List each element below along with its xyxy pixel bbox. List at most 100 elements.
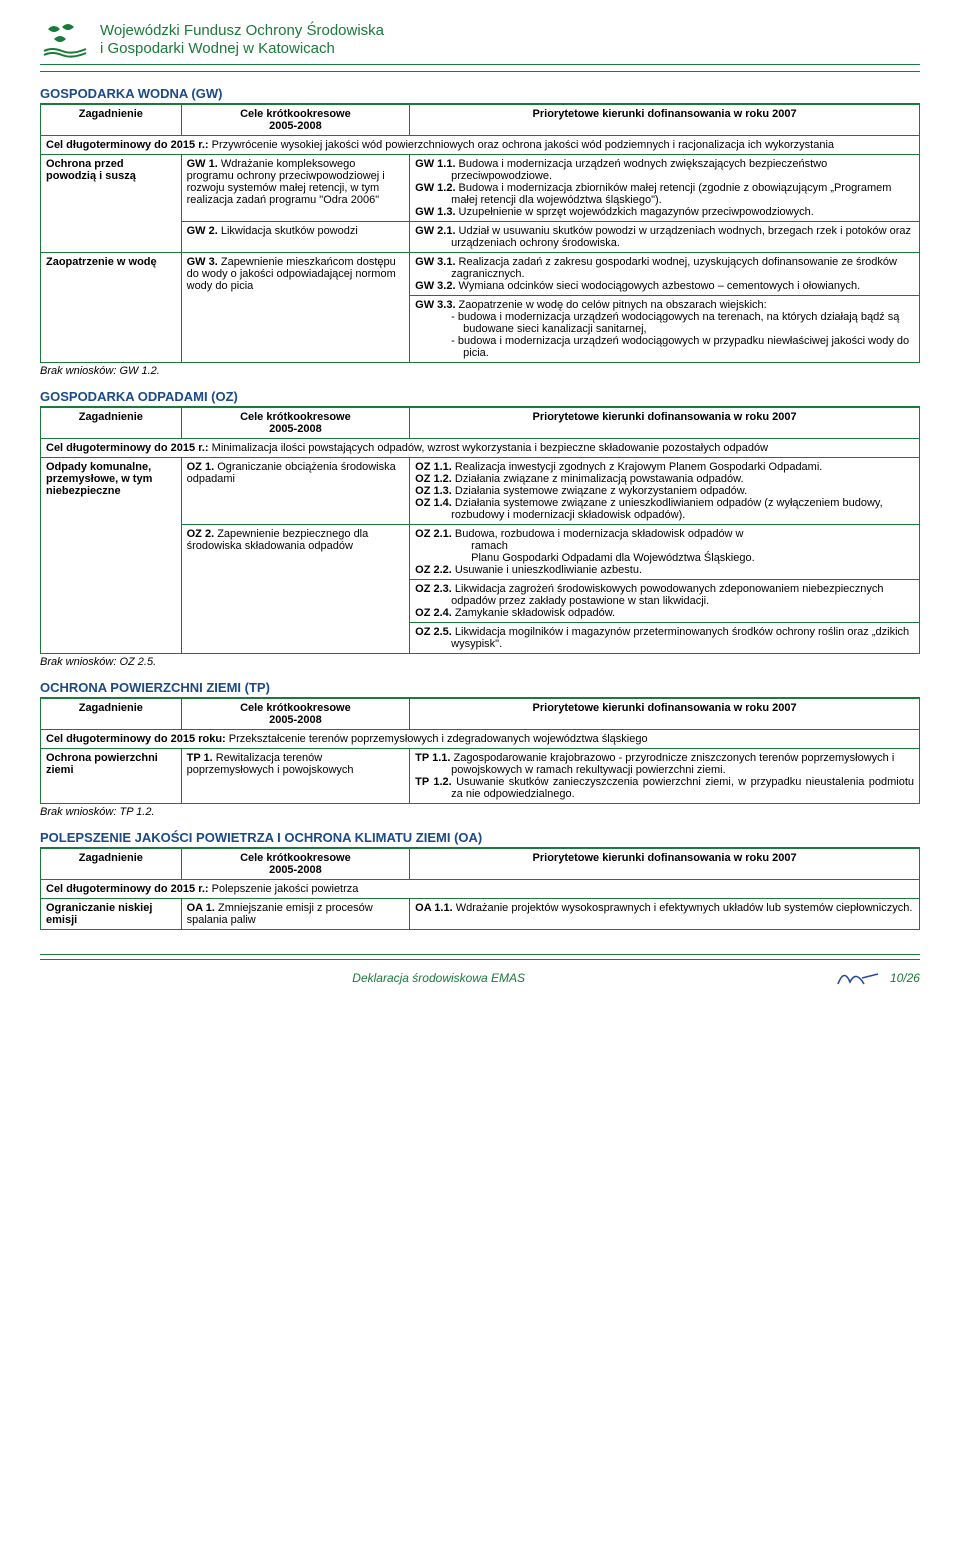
goal-cell: GW 2. Likwidacja skutków powodzi [181,222,410,253]
priority-cell: OZ 2.3. Likwidacja zagrożeń środowiskowy… [410,580,920,623]
topic-cell: Odpady komunalne, przemysłowe, w tym nie… [41,458,182,654]
priority-item: OZ 2.4. Zamykanie składowisk odpadów. [415,607,914,619]
priority-item: GW 3.3. Zaopatrzenie w wodę do celów pit… [415,299,914,311]
priority-cell: TP 1.1. Zagospodarowanie krajobrazowo - … [410,749,920,804]
priority-list: GW 1.1. Budowa i modernizacja urządzeń w… [415,158,914,218]
footer-text: Deklaracja środowiskowa EMAS [352,971,525,985]
header-org-name: Wojewódzki Fundusz Ochrony Środowiska i … [100,22,384,58]
footer-spacer [40,971,43,985]
priority-item-cont: Planu Gospodarki Odpadami dla Województw… [415,552,914,564]
section-note: Brak wniosków: GW 1.2. [40,365,920,377]
logo-icon [40,20,90,60]
table-row: Ochrona powierzchni ziemiTP 1. Rewitaliz… [41,749,920,804]
footer: Deklaracja środowiskowa EMAS 10/26 [40,954,920,992]
priority-subitem: - budowa i modernizacja urządzeń wodocią… [415,311,914,335]
goal-cell: TP 1. Rewitalizacja terenów poprzemysłow… [181,749,410,804]
priority-subitem: - budowa i modernizacja urządzeń wodocią… [415,335,914,359]
priority-list: OZ 2.3. Likwidacja zagrożeń środowiskowy… [415,583,914,619]
priority-cell: GW 3.3. Zaopatrzenie w wodę do celów pit… [410,296,920,363]
priority-item: OZ 1.4. Działania systemowe związane z u… [415,497,914,521]
priority-list: OZ 2.5. Likwidacja mogilników i magazynó… [415,626,914,650]
col-header: Priorytetowe kierunki dofinansowania w r… [410,408,920,439]
table-header-row: ZagadnienieCele krótkookresowe2005-2008P… [41,849,920,880]
section-title: POLEPSZENIE JAKOŚCI POWIETRZA I OCHRONA … [40,830,920,848]
section-title: GOSPODARKA WODNA (GW) [40,86,920,104]
priority-item: GW 2.1. Udział w usuwaniu skutków powodz… [415,225,914,249]
footer-page: 10/26 [890,971,920,985]
longterm-row: Cel długoterminowy do 2015 roku: Przeksz… [41,730,920,749]
goal-cell: OZ 2. Zapewnienie bezpiecznego dla środo… [181,525,410,654]
section-note: Brak wniosków: TP 1.2. [40,806,920,818]
longterm-row: Cel długoterminowy do 2015 r.: Przywróce… [41,136,920,155]
table-row: Ograniczanie niskiej emisjiOA 1. Zmniejs… [41,899,920,930]
section-title: GOSPODARKA ODPADAMI (OZ) [40,389,920,407]
section-title: OCHRONA POWIERZCHNI ZIEMI (TP) [40,680,920,698]
priority-item: GW 1.2. Budowa i modernizacja zbiorników… [415,182,914,206]
topic-cell: Zaopatrzenie w wodę [41,253,182,363]
content-table: ZagadnienieCele krótkookresowe2005-2008P… [40,407,920,654]
table-row: Odpady komunalne, przemysłowe, w tym nie… [41,458,920,525]
page: Wojewódzki Fundusz Ochrony Środowiska i … [0,0,960,1012]
content-table: ZagadnienieCele krótkookresowe2005-2008P… [40,848,920,930]
priority-item: OZ 2.5. Likwidacja mogilników i magazynó… [415,626,914,650]
longterm-cell: Cel długoterminowy do 2015 r.: Minimaliz… [41,439,920,458]
priority-list: GW 3.3. Zaopatrzenie w wodę do celów pit… [415,299,914,359]
header-rule [40,71,920,72]
priority-item: OZ 1.1. Realizacja inwestycji zgodnych z… [415,461,914,473]
col-header: Cele krótkookresowe2005-2008 [181,408,410,439]
content-table: ZagadnienieCele krótkookresowe2005-2008P… [40,104,920,363]
priority-cell: OZ 2.5. Likwidacja mogilników i magazynó… [410,623,920,654]
goal-cell: OZ 1. Ograniczanie obciążenia środowiska… [181,458,410,525]
section-note: Brak wniosków: OZ 2.5. [40,656,920,668]
sections-container: GOSPODARKA WODNA (GW)ZagadnienieCele kró… [40,86,920,930]
topic-cell: Ochrona przed powodzią i suszą [41,155,182,253]
priority-cell: OA 1.1. Wdrażanie projektów wysokosprawn… [410,899,920,930]
content-table: ZagadnienieCele krótkookresowe2005-2008P… [40,698,920,804]
longterm-row: Cel długoterminowy do 2015 r.: Minimaliz… [41,439,920,458]
page-header: Wojewódzki Fundusz Ochrony Środowiska i … [40,20,920,65]
priority-item-cont: ramach [415,540,914,552]
table-row: Ochrona przed powodzią i susząGW 1. Wdra… [41,155,920,222]
topic-cell: Ochrona powierzchni ziemi [41,749,182,804]
col-header: Zagadnienie [41,699,182,730]
priority-item: GW 3.2. Wymiana odcinków sieci wodociągo… [415,280,914,292]
priority-item: OZ 2.2. Usuwanie i unieszkodliwianie azb… [415,564,914,576]
col-header: Priorytetowe kierunki dofinansowania w r… [410,105,920,136]
priority-item: GW 1.1. Budowa i modernizacja urządzeń w… [415,158,914,182]
goal-cell: GW 3. Zapewnienie mieszkańcom dostępu do… [181,253,410,363]
priority-item: GW 1.3. Uzupełnienie w sprzęt wojewódzki… [415,206,914,218]
priority-item: OZ 2.3. Likwidacja zagrożeń środowiskowy… [415,583,914,607]
longterm-cell: Cel długoterminowy do 2015 r.: Polepszen… [41,880,920,899]
longterm-cell: Cel długoterminowy do 2015 r.: Przywróce… [41,136,920,155]
priority-item: GW 3.1. Realizacja zadań z zakresu gospo… [415,256,914,280]
col-header: Cele krótkookresowe2005-2008 [181,699,410,730]
priority-item: OA 1.1. Wdrażanie projektów wysokosprawn… [415,902,914,914]
priority-cell: GW 1.1. Budowa i modernizacja urządzeń w… [410,155,920,222]
priority-list: OZ 1.1. Realizacja inwestycji zgodnych z… [415,461,914,521]
priority-item: OZ 1.3. Działania systemowe związane z w… [415,485,914,497]
priority-cell: OZ 1.1. Realizacja inwestycji zgodnych z… [410,458,920,525]
goal-cell: OA 1. Zmniejszanie emisji z procesów spa… [181,899,410,930]
priority-list: GW 2.1. Udział w usuwaniu skutków powodz… [415,225,914,249]
goal-cell: GW 1. Wdrażanie kompleksowego programu o… [181,155,410,222]
priority-item: OZ 1.2. Działania związane z minimalizac… [415,473,914,485]
header-line2: i Gospodarki Wodnej w Katowicach [100,40,384,58]
priority-item: TP 1.2. Usuwanie skutków zanieczyszczeni… [415,776,914,800]
priority-list: TP 1.1. Zagospodarowanie krajobrazowo - … [415,752,914,800]
longterm-row: Cel długoterminowy do 2015 r.: Polepszen… [41,880,920,899]
signature-icon [834,964,882,992]
priority-list: OA 1.1. Wdrażanie projektów wysokosprawn… [415,902,914,914]
longterm-cell: Cel długoterminowy do 2015 roku: Przeksz… [41,730,920,749]
col-header: Priorytetowe kierunki dofinansowania w r… [410,699,920,730]
table-header-row: ZagadnienieCele krótkookresowe2005-2008P… [41,105,920,136]
priority-cell: OZ 2.1. Budowa, rozbudowa i modernizacja… [410,525,920,580]
priority-list: OZ 2.1. Budowa, rozbudowa i modernizacja… [415,528,914,576]
table-row: Zaopatrzenie w wodęGW 3. Zapewnienie mie… [41,253,920,296]
priority-item: OZ 2.1. Budowa, rozbudowa i modernizacja… [415,528,914,540]
col-header: Zagadnienie [41,408,182,439]
priority-cell: GW 3.1. Realizacja zadań z zakresu gospo… [410,253,920,296]
priority-list: GW 3.1. Realizacja zadań z zakresu gospo… [415,256,914,292]
topic-cell: Ograniczanie niskiej emisji [41,899,182,930]
col-header: Priorytetowe kierunki dofinansowania w r… [410,849,920,880]
col-header: Zagadnienie [41,105,182,136]
